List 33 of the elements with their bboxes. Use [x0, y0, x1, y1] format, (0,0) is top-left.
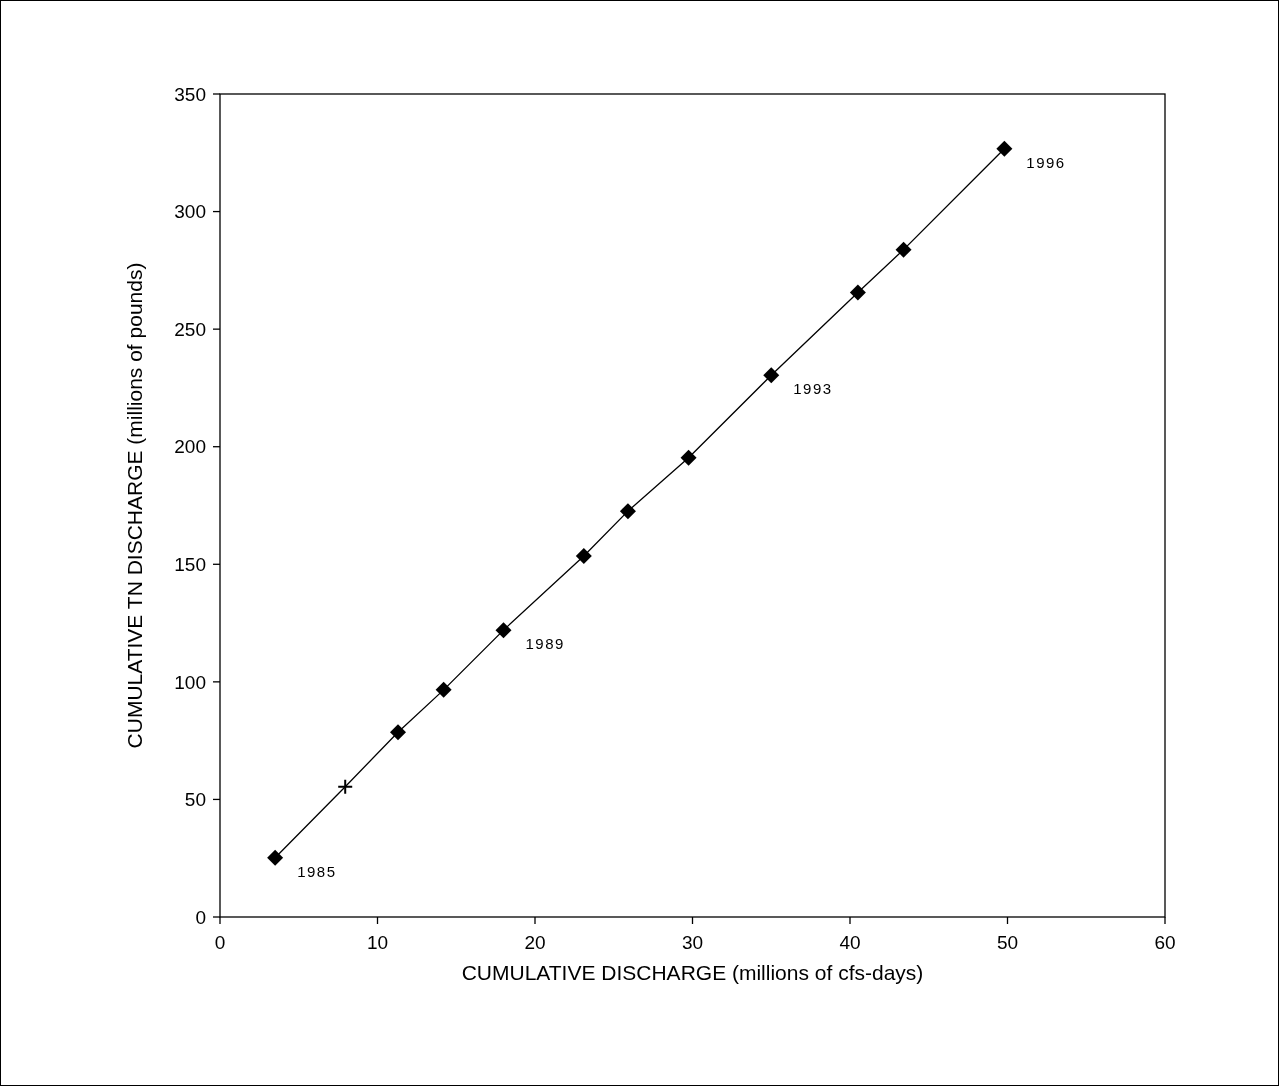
point — [763, 367, 780, 384]
y-tick-label: 50 — [184, 789, 206, 811]
annotation: 1993 — [793, 380, 833, 398]
y-tick-label: 300 — [174, 201, 206, 223]
y-tick-label: 100 — [174, 671, 206, 693]
x-tick-label: 40 — [839, 932, 861, 953]
point — [849, 284, 866, 301]
point — [495, 622, 512, 639]
y-tick-label: 350 — [174, 83, 206, 105]
y-tick-label: 150 — [174, 553, 206, 575]
annotation: 1989 — [525, 635, 565, 653]
x-tick-label: 10 — [366, 932, 389, 953]
y-axis-title: CUMULATIVE TN DISCHARGE (millions of pounds) — [123, 262, 146, 749]
point — [267, 849, 284, 866]
point — [338, 779, 353, 794]
point — [575, 548, 592, 565]
x-tick-label: 20 — [524, 932, 546, 953]
point — [680, 449, 697, 466]
annotation: 1985 — [297, 862, 337, 880]
point — [435, 681, 452, 698]
point — [389, 724, 406, 741]
point — [895, 241, 912, 258]
x-tick-label: 0 — [214, 932, 226, 953]
y-tick-label: 0 — [195, 906, 206, 928]
y-tick-label: 200 — [174, 436, 206, 458]
y-tick-label: 250 — [174, 318, 206, 340]
x-tick-label: 50 — [996, 932, 1019, 953]
x-axis-title: CUMULATIVE DISCHARGE (millions of cfs-days) — [461, 961, 924, 984]
x-tick-label: 30 — [681, 932, 704, 953]
point — [996, 140, 1013, 157]
annotation: 1996 — [1026, 153, 1066, 171]
point — [619, 503, 636, 520]
x-tick-label: 60 — [1154, 932, 1176, 953]
